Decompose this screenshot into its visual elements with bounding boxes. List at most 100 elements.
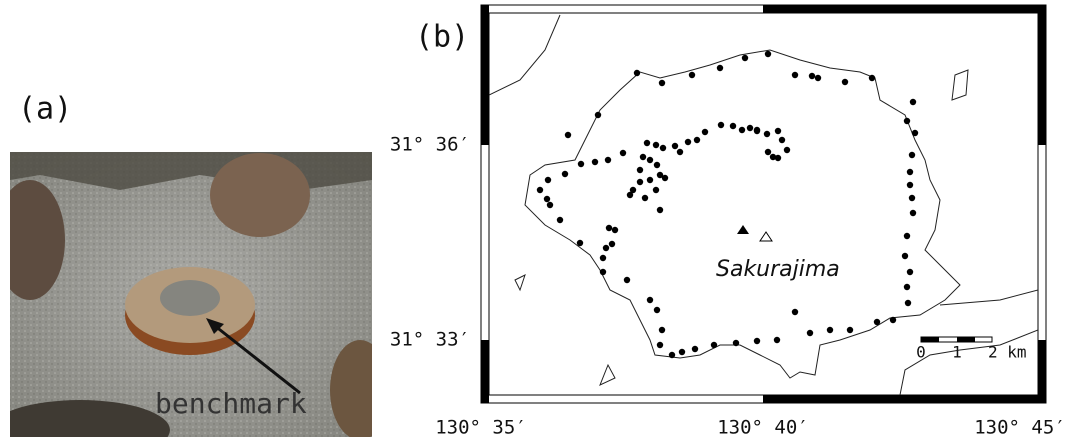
place-label: Sakurajima — [716, 257, 840, 282]
benchmark-dot — [792, 72, 798, 78]
benchmark-dot — [904, 118, 910, 124]
benchmark-dot — [827, 327, 833, 333]
scale-label: 2 km — [988, 343, 1027, 362]
benchmark-dot — [624, 277, 630, 283]
benchmark-dot — [774, 337, 780, 343]
benchmark-dot — [669, 352, 675, 358]
benchmark-dot — [660, 145, 666, 151]
benchmark-dot — [902, 253, 908, 259]
frame-band — [1038, 5, 1046, 145]
benchmark-dot — [779, 137, 785, 143]
benchmark-dot — [620, 150, 626, 156]
lon-label: 130° 45′ — [974, 417, 1066, 439]
benchmark-dot — [545, 177, 551, 183]
frame-band — [481, 340, 489, 403]
scale-label: 0 — [916, 343, 926, 362]
benchmark-dot — [637, 167, 643, 173]
benchmark-dot — [907, 182, 913, 188]
benchmark-dot — [605, 157, 611, 163]
benchmark-dot — [657, 342, 663, 348]
panel-label: (b) — [415, 20, 469, 55]
benchmark-dot — [742, 55, 748, 61]
benchmark-dot — [747, 125, 753, 131]
benchmark-dot — [718, 122, 724, 128]
benchmark-dot — [609, 241, 615, 247]
benchmark-dot — [689, 72, 695, 78]
benchmark-dot — [654, 307, 660, 313]
scale-label: 1 — [952, 343, 962, 362]
benchmark-dot — [612, 227, 618, 233]
benchmark-dot — [910, 210, 916, 216]
benchmark-dot — [647, 177, 653, 183]
scale-seg — [957, 337, 975, 342]
benchmark-dot — [717, 65, 723, 71]
benchmark-dot — [603, 245, 609, 251]
benchmark-dot — [904, 284, 910, 290]
benchmark-dot — [815, 75, 821, 81]
benchmark-dot — [730, 123, 736, 129]
benchmark-dot — [647, 157, 653, 163]
frame-band — [763, 395, 1046, 403]
benchmark-dot — [733, 340, 739, 346]
benchmark-dot — [547, 202, 553, 208]
benchmark-dot — [792, 309, 798, 315]
lon-label: 130° 40′ — [717, 417, 809, 439]
benchmark-dot — [653, 142, 659, 148]
benchmark-dot — [910, 99, 916, 105]
annotation: benchmark — [155, 387, 307, 420]
benchmark-dot — [644, 140, 650, 146]
benchmark-dot — [904, 233, 910, 239]
benchmark-dot — [692, 346, 698, 352]
benchmark-dot — [565, 132, 571, 138]
benchmark-dot — [657, 207, 663, 213]
figure: (a) benchmark (b) Sakurajima 0 1 2 km — [0, 0, 1076, 441]
benchmark-dot — [711, 342, 717, 348]
benchmark-dot — [640, 154, 646, 160]
benchmark-dot — [775, 128, 781, 134]
benchmark-dot — [770, 154, 776, 160]
benchmark-dot — [784, 147, 790, 153]
benchmark-dot — [606, 225, 612, 231]
benchmark-dot — [890, 317, 896, 323]
benchmark-dot — [869, 75, 875, 81]
benchmark-dot — [657, 172, 663, 178]
benchmark-dot — [562, 171, 568, 177]
benchmark-dot — [647, 297, 653, 303]
benchmark-dot — [600, 255, 606, 261]
benchmark-dot — [842, 79, 848, 85]
benchmark-dot — [702, 129, 708, 135]
benchmark-dot — [544, 196, 550, 202]
benchmark-dot — [578, 161, 584, 167]
benchmark-dot — [764, 131, 770, 137]
benchmark-dot — [634, 70, 640, 76]
benchmark-dot — [637, 179, 643, 185]
benchmark-dot — [739, 127, 745, 133]
benchmark-dot — [754, 338, 760, 344]
frame-band — [763, 5, 1046, 13]
benchmark-dot — [677, 149, 683, 155]
benchmark-dot — [654, 162, 660, 168]
benchmark-dot — [653, 187, 659, 193]
benchmark-dot — [909, 152, 915, 158]
benchmark-dot — [630, 187, 636, 193]
benchmark-dot — [672, 143, 678, 149]
benchmark-dot — [765, 149, 771, 155]
benchmark-dot — [537, 187, 543, 193]
benchmark-dot — [905, 300, 911, 306]
benchmark-dot — [765, 51, 771, 57]
benchmark-dot — [907, 269, 913, 275]
benchmark-dot — [754, 127, 760, 133]
benchmark-dot — [694, 137, 700, 143]
benchmark-dot — [577, 240, 583, 246]
benchmark-dot — [679, 349, 685, 355]
benchmark-dot — [595, 112, 601, 118]
frame-band — [1038, 340, 1046, 403]
benchmark-dot — [600, 269, 606, 275]
benchmark-dot — [909, 195, 915, 201]
benchmark-dot — [912, 130, 918, 136]
benchmark-dot — [874, 319, 880, 325]
benchmark-dot — [557, 217, 563, 223]
panel-label: (a) — [18, 92, 72, 127]
benchmark-dot — [642, 195, 648, 201]
lon-label: 130° 35′ — [435, 417, 527, 439]
